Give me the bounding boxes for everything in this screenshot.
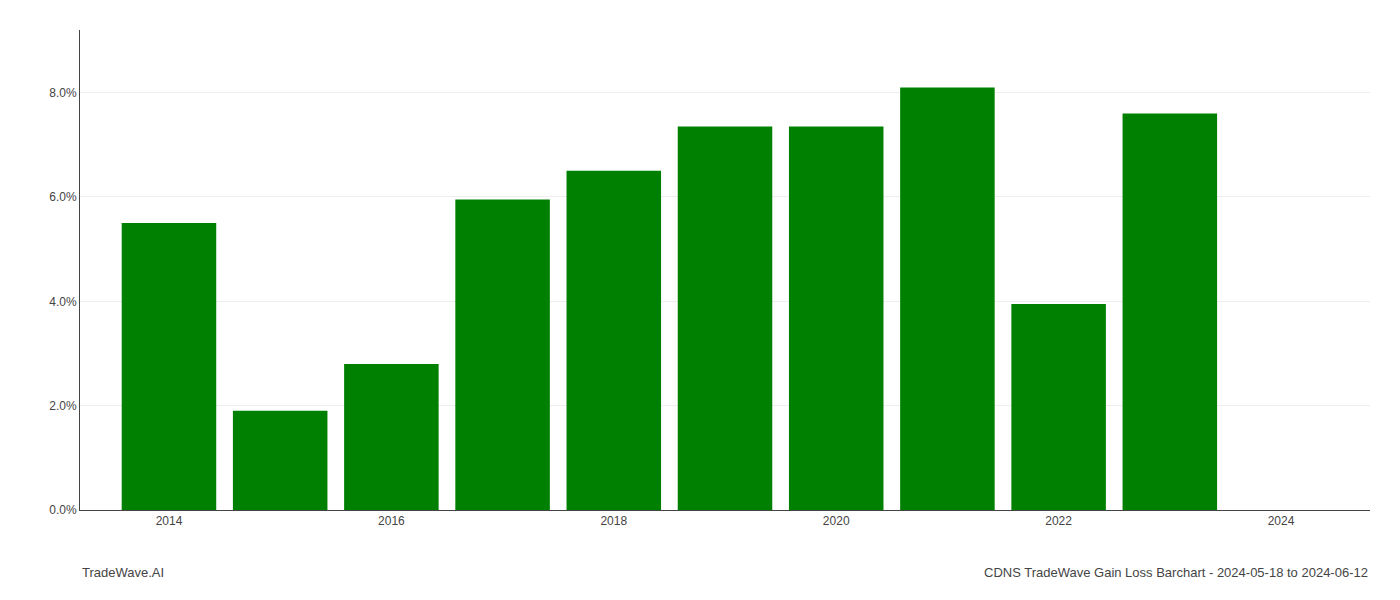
svg-text:2024: 2024 bbox=[1268, 514, 1295, 528]
svg-text:2014: 2014 bbox=[156, 514, 183, 528]
svg-text:2020: 2020 bbox=[823, 514, 850, 528]
svg-text:2016: 2016 bbox=[378, 514, 405, 528]
svg-text:2018: 2018 bbox=[600, 514, 627, 528]
svg-text:6.0%: 6.0% bbox=[49, 190, 77, 204]
svg-text:2.0%: 2.0% bbox=[49, 399, 77, 413]
svg-text:2022: 2022 bbox=[1045, 514, 1072, 528]
svg-text:CDNS TradeWave Gain Loss Barch: CDNS TradeWave Gain Loss Barchart - 2024… bbox=[984, 565, 1368, 580]
svg-text:4.0%: 4.0% bbox=[49, 295, 77, 309]
svg-text:TradeWave.AI: TradeWave.AI bbox=[82, 565, 164, 580]
svg-text:8.0%: 8.0% bbox=[49, 86, 77, 100]
svg-text:0.0%: 0.0% bbox=[49, 503, 77, 517]
